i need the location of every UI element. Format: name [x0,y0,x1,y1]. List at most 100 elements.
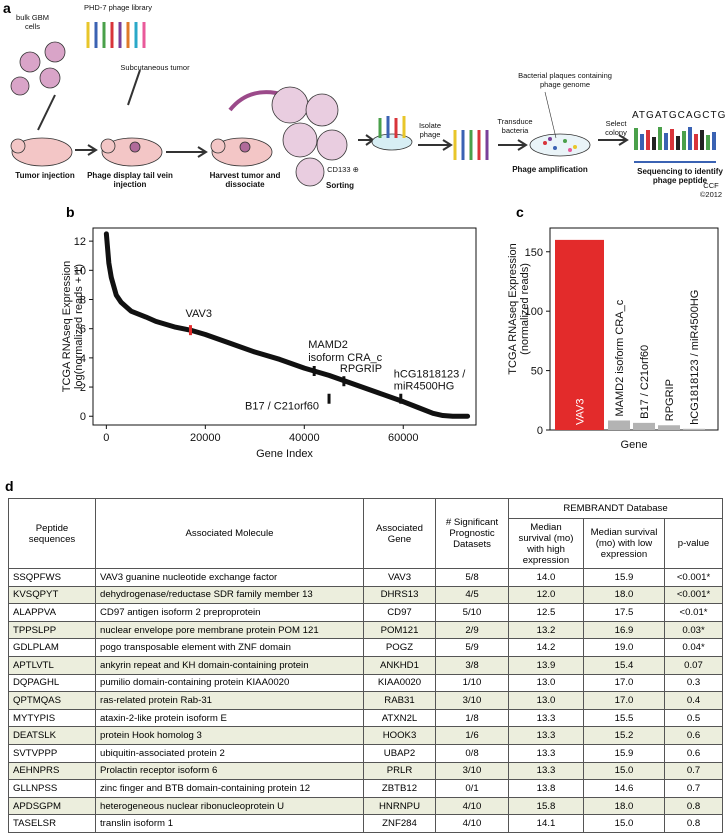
survival-table: Peptide sequences Associated Molecule As… [8,498,724,833]
table-row: APTLVTL ankyrin repeat and KH domain-cont… [8,655,724,675]
panel-label: d [5,478,14,494]
figure-panels: 0 2 4 6 8 10 12 0 20000 40000 60000 Gene Index TCGA … [10,22,719,460]
table-cell: AEHNPRS [8,761,96,781]
bar-label: RPGRIP [664,379,676,421]
step-label: CD133 ⊕ [327,165,359,174]
y-tick-label: 12 [74,236,86,248]
x-tick-label: 40000 [289,432,320,444]
table-row: ALAPPVA CD97 antigen isoform 2 preproprot… [8,603,724,622]
y-tick-label: 4 [80,353,86,365]
workflow-drawing [10,22,716,187]
column-header: Associated Gene [363,498,436,569]
table-cell: 16.9 [583,620,665,640]
table-cell: ZNF284 [363,814,436,833]
table-cell: 0.7 [663,779,724,798]
column-header: Associated Molecule [95,498,364,569]
table-cell: 18.0 [583,585,665,605]
table-row: APDSGPM heterogeneous nuclear ribonucleop… [8,796,724,816]
table-cell: 15.8 [508,796,584,816]
y-tick-label: 6 [80,324,86,336]
y-tick-label: 0 [80,411,86,423]
table-cell: 14.0 [508,568,584,587]
table-cell: 0.6 [663,726,724,745]
table-cell: 1/6 [435,726,509,745]
table-body: SSQPFWS VAV3 guanine nucleotide exchange … [8,568,724,833]
table-row: GDLPLAM pogo transposable element with ZN… [8,638,724,657]
table-row: SVTVPPP ubiquitin-associated protein 2 UBA… [8,743,724,763]
table-cell: ubiquitin-associated protein 2 [95,743,364,763]
x-axis-label: Gene Index [256,448,313,460]
table-cell: 0.4 [663,691,724,710]
y-tick-label: 8 [80,295,86,307]
y-axis-label: TCGA RNAseq Expression [507,243,519,374]
table-row: DQPAGHL pumilio domain-containing protein… [8,673,724,693]
table-cell: CD97 antigen isoform 2 preproprotein [95,603,364,622]
expression-curve [103,231,471,419]
table-row: SSQPFWS VAV3 guanine nucleotide exchange … [8,568,724,587]
step-label: Tumor injection [15,171,75,180]
bar-label: VAV3 [575,399,587,426]
table-cell: VAV3 [363,568,436,587]
y-axis-label: log(normalized reads + 1) [73,264,85,389]
step-label: Phage amplification [512,165,588,174]
y-axis-label: (normalized reads) [519,263,531,355]
bar-label: B17 / C21orf60 [639,345,651,419]
table-cell: 3/8 [435,655,509,675]
table-cell: 5/8 [435,568,509,587]
x-tick-label: 60000 [388,432,419,444]
table-cell: zinc finger and BTB domain-containing pr… [95,779,364,798]
table-cell: <0.001* [663,585,724,605]
table-cell: SVTVPPP [8,743,96,763]
table-cell: 2/9 [435,620,509,640]
table-cell: 19.0 [583,638,665,657]
table-cell: heterogeneous nuclear ribonucleoprotein … [95,796,364,816]
table-cell: ataxin-2-like protein isoform E [95,708,364,728]
table-cell: 0.3 [663,673,724,693]
table-row: AEHNPRS Prolactin receptor isoform 6 PRLR 3… [8,761,724,781]
table-row: KVSQPYT dehydrogenase/reductase SDR famil… [8,585,724,605]
step-label: Harvest tumor and dissociate [209,171,281,189]
column-header: Peptide sequences [8,498,96,569]
table-cell: 17.5 [583,603,665,622]
step-label: Sequencing to identify phage peptide [637,167,723,185]
table-cell: 13.8 [508,779,584,798]
table-cell: 0.7 [663,761,724,781]
step-label: Phage display tail vein injection [87,171,173,189]
table-cell: translin isoform 1 [95,814,364,833]
table-cell: 3/10 [435,761,509,781]
table-cell: 15.2 [583,726,665,745]
table-cell: 5/9 [435,638,509,657]
table-cell: 15.0 [583,814,665,833]
table-cell: 12.0 [508,585,584,605]
table-row: QPTMQAS ras-related protein Rab-31 RAB31 3/… [8,691,724,710]
step-label: Sorting [326,181,354,190]
table-cell: APTLVTL [8,655,96,675]
table-cell: 14.2 [508,638,584,657]
plot-frame [92,227,477,426]
table-cell: ALAPPVA [8,603,96,622]
table-cell: 0.07 [663,655,724,675]
table-cell: 13.3 [508,743,584,763]
table-cell: 12.5 [508,603,584,622]
table-cell: 14.6 [583,779,665,798]
y-tick-label: 50 [531,366,543,378]
step-label: CCF [703,181,719,190]
step-label: Subcutaneous tumor [120,63,190,72]
table-cell: 4/10 [435,796,509,816]
group-header: REMBRANDT Database [507,498,724,519]
table-cell: 13.9 [508,655,584,675]
table-cell: UBAP2 [363,743,436,763]
table-cell: 14.1 [508,814,584,833]
gene-label: miR4500HG [394,381,455,393]
x-tick-label: 0 [103,432,109,444]
table-cell: Prolactin receptor isoform 6 [95,761,364,781]
gene-label: hCG1818123 / [394,369,466,381]
table-cell: DHRS13 [363,585,436,605]
table-cell: TPPSLPP [8,620,96,640]
table-cell: ras-related protein Rab-31 [95,691,364,710]
gene-label: MAMD2 [308,339,348,351]
table-cell: KIAA0020 [363,673,436,693]
table-cell: nuclear envelope pore membrane protein P… [95,620,364,640]
table-cell: 13.3 [508,761,584,781]
